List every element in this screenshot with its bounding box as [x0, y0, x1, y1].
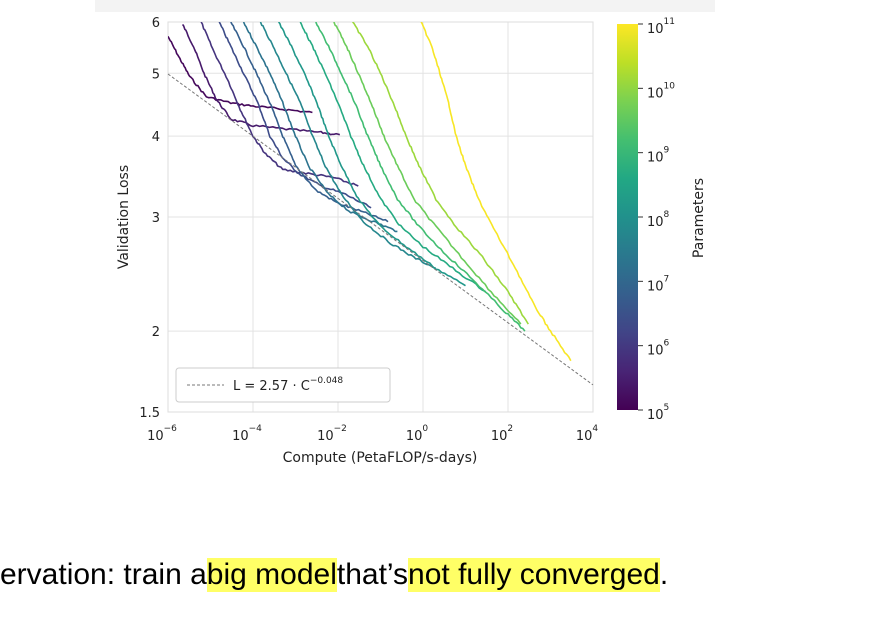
legend: L = 2.57 · C−0.048 — [175, 367, 391, 403]
caption-text: ervation: train a big model that’s not f… — [0, 558, 668, 592]
series-line — [242, 22, 398, 233]
caption-segment: . — [659, 558, 669, 591]
y-tick-label: 1.5 — [139, 406, 160, 421]
x-tick-label: 10−2 — [317, 424, 347, 444]
x-tick-label: 102 — [491, 424, 513, 444]
colorbar-tick-label: 108 — [647, 210, 670, 230]
y-tick-labels: 1.5 2 3 4 5 6 — [139, 16, 160, 421]
colorbar — [617, 24, 638, 410]
fit-line — [167, 73, 594, 386]
x-tick-labels: 10−6 10−4 10−2 100 102 104 — [147, 424, 598, 444]
colorbar-tick-label: 109 — [647, 146, 670, 166]
series-line — [218, 22, 372, 209]
series-layer — [168, 22, 572, 362]
x-axis-title: Compute (PetaFLOP/s-days) — [283, 450, 478, 466]
series-line — [200, 22, 359, 187]
colorbar-title: Parameters — [691, 178, 707, 258]
legend-label: L = 2.57 · C — [233, 379, 310, 394]
legend-exponent: −0.048 — [310, 376, 344, 386]
plot-frame — [167, 21, 594, 413]
caption-segment: ervation: train a — [0, 558, 207, 591]
series-line — [299, 22, 487, 293]
colorbar-tick-label: 1011 — [647, 17, 675, 37]
colorbar-tick-label: 105 — [647, 403, 669, 423]
series-line — [420, 22, 572, 362]
grid-lines — [168, 22, 593, 412]
series-line — [277, 22, 466, 287]
colorbar-tick-label: 1010 — [647, 81, 675, 101]
colorbar-ticks: 1011 1010 109 108 107 106 105 — [638, 17, 675, 423]
x-tick-label: 10−6 — [147, 424, 177, 444]
y-axis-title: Validation Loss — [116, 165, 132, 269]
series-line — [259, 22, 437, 270]
colorbar-tick-label: 107 — [647, 274, 669, 294]
colorbar-tick-label: 106 — [647, 339, 670, 359]
x-tick-label: 10−4 — [232, 424, 262, 444]
series-line — [333, 22, 522, 325]
series-line — [315, 22, 526, 332]
y-tick-label: 3 — [152, 211, 160, 226]
y-tick-label: 2 — [152, 325, 160, 340]
y-tick-label: 6 — [152, 16, 160, 31]
x-tick-label: 100 — [406, 424, 429, 444]
x-tick-label: 104 — [576, 424, 599, 444]
scaling-chart: 1.5 2 3 4 5 6 10−6 10−4 10−2 100 102 104 Compute (… — [116, 16, 707, 466]
series-line — [352, 22, 529, 325]
svg-text:L = 2.57 · C−0.048: L = 2.57 · C−0.048 — [233, 376, 343, 394]
caption-segment: that’s — [336, 558, 409, 591]
legend-box — [175, 367, 391, 403]
y-tick-label: 4 — [152, 130, 160, 145]
series-line — [168, 36, 313, 114]
slide-top-band — [95, 0, 715, 12]
caption-highlight: not fully converged — [408, 558, 660, 592]
y-tick-label: 5 — [152, 67, 160, 82]
caption-highlight: big model — [206, 558, 337, 592]
